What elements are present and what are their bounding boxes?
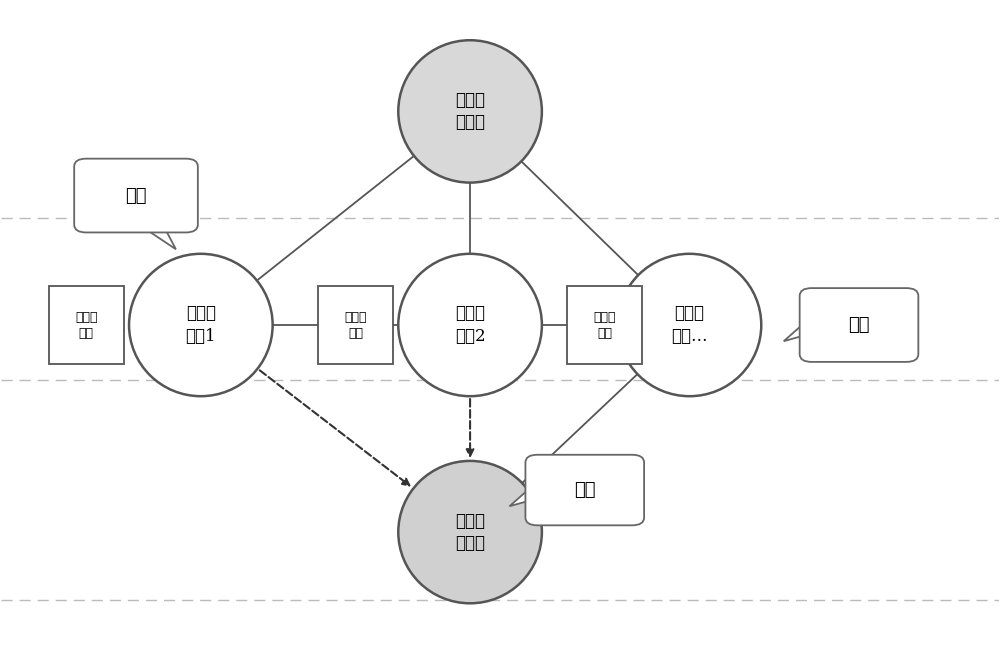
- Text: 最优配
时方案: 最优配 时方案: [455, 512, 485, 552]
- FancyBboxPatch shape: [567, 286, 642, 364]
- Ellipse shape: [618, 254, 761, 396]
- Text: 相对序
列组2: 相对序 列组2: [455, 306, 485, 345]
- Text: 标准最
大値: 标准最 大値: [75, 311, 97, 339]
- Ellipse shape: [129, 254, 273, 396]
- Text: 求解最
优方案: 求解最 优方案: [455, 92, 485, 131]
- Polygon shape: [139, 225, 176, 250]
- Polygon shape: [509, 482, 537, 506]
- FancyBboxPatch shape: [525, 455, 644, 525]
- Text: 相对序
列组…: 相对序 列组…: [671, 306, 708, 345]
- Ellipse shape: [398, 40, 542, 183]
- Text: 决策: 决策: [125, 187, 147, 205]
- FancyBboxPatch shape: [74, 159, 198, 233]
- Text: 标准最
大値: 标准最 大値: [344, 311, 367, 339]
- Text: 相对序
列组1: 相对序 列组1: [186, 306, 216, 345]
- Ellipse shape: [398, 461, 542, 603]
- FancyBboxPatch shape: [318, 286, 393, 364]
- Polygon shape: [784, 317, 812, 341]
- Text: 状态: 状态: [574, 481, 596, 499]
- FancyBboxPatch shape: [800, 288, 918, 362]
- Text: 阶段: 阶段: [848, 316, 870, 334]
- Ellipse shape: [398, 254, 542, 396]
- Text: 标准最
大値: 标准最 大値: [593, 311, 616, 339]
- FancyBboxPatch shape: [49, 286, 124, 364]
